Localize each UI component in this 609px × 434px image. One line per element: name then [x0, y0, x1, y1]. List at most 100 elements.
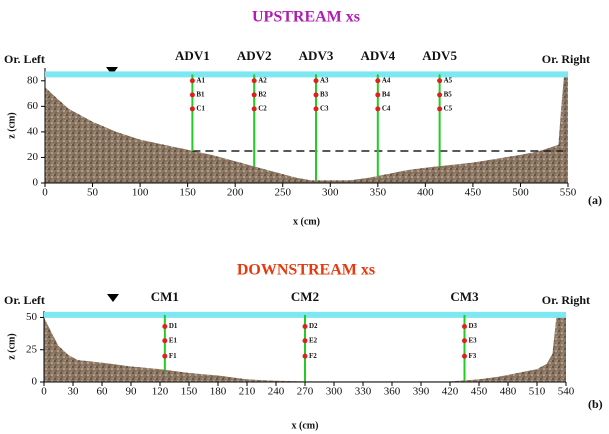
- point-label: C2: [258, 104, 267, 112]
- measure-point: [375, 92, 380, 97]
- point-label: F3: [469, 352, 477, 360]
- x-tick-label: 300: [322, 187, 339, 199]
- measure-point: [462, 354, 467, 359]
- point-label: A1: [196, 76, 205, 84]
- measure-point: [303, 338, 308, 343]
- profile-label: ADV1: [175, 48, 210, 63]
- measure-point: [375, 78, 380, 83]
- point-label: F2: [309, 352, 317, 360]
- x-tick-label: 390: [413, 386, 430, 398]
- y-tick-label: 20: [27, 151, 39, 163]
- x-tick-label: 480: [500, 386, 517, 398]
- profile-label: CM3: [450, 289, 479, 304]
- measure-point: [437, 92, 442, 97]
- x-tick-label: 240: [268, 386, 285, 398]
- measure-point: [190, 92, 195, 97]
- x-tick-label: 30: [68, 386, 80, 398]
- measure-point: [314, 106, 319, 111]
- measure-point: [314, 78, 319, 83]
- x-tick-label: 510: [529, 386, 546, 398]
- x-tick-label: 200: [227, 187, 244, 199]
- measure-point: [162, 354, 167, 359]
- point-label: B2: [258, 90, 267, 98]
- measure-point: [162, 338, 167, 343]
- profile-label: CM2: [291, 289, 319, 304]
- y-tick-label: 40: [27, 125, 39, 137]
- y-tick-label: 80: [27, 74, 39, 86]
- left-bank-label: Or. Left: [4, 52, 45, 66]
- point-label: E1: [169, 336, 178, 344]
- x-tick-label: 450: [465, 187, 482, 199]
- point-label: B3: [320, 90, 329, 98]
- y-axis-label: z (cm): [6, 333, 17, 359]
- x-tick-label: 550: [560, 187, 577, 199]
- x-tick-label: 60: [97, 386, 109, 398]
- measure-point: [162, 324, 167, 329]
- x-tick-label: 120: [152, 386, 169, 398]
- bed-texture: [45, 74, 568, 183]
- measure-point: [375, 106, 380, 111]
- x-tick-label: 50: [87, 187, 99, 199]
- y-tick-label: 25: [26, 343, 38, 355]
- point-label: B4: [382, 90, 391, 98]
- x-tick-label: 0: [41, 386, 47, 398]
- measure-point: [437, 78, 442, 83]
- point-label: B1: [196, 90, 205, 98]
- profile-label: CM1: [151, 289, 179, 304]
- panel-label: (b): [588, 397, 603, 411]
- x-tick-label: 300: [326, 386, 343, 398]
- point-label: F1: [169, 352, 177, 360]
- measure-point: [190, 78, 195, 83]
- profile-label: ADV4: [360, 48, 395, 63]
- x-tick-label: 330: [355, 386, 372, 398]
- water-marker: [107, 294, 119, 302]
- measure-point: [190, 106, 195, 111]
- measure-point: [437, 106, 442, 111]
- x-tick-label: 180: [210, 386, 227, 398]
- point-label: C4: [382, 104, 391, 112]
- x-tick-label: 90: [126, 386, 138, 398]
- profile-label: ADV5: [422, 48, 457, 63]
- profile-label: ADV2: [237, 48, 272, 63]
- point-label: E2: [309, 336, 318, 344]
- measure-point: [314, 92, 319, 97]
- right-bank-label: Or. Right: [542, 293, 590, 307]
- y-tick-label: 0: [33, 177, 39, 189]
- x-tick-label: 210: [239, 386, 256, 398]
- x-tick-label: 540: [558, 386, 575, 398]
- y-tick-label: 50: [26, 311, 38, 323]
- page: {"chart_data": [ {"type": "area", "title…: [0, 0, 609, 434]
- x-tick-label: 0: [42, 187, 48, 199]
- point-label: C1: [196, 104, 205, 112]
- right-bank-label: Or. Right: [542, 52, 590, 66]
- point-label: A5: [444, 76, 453, 84]
- panel-label: (a): [588, 193, 602, 207]
- x-tick-label: 450: [471, 386, 488, 398]
- point-label: A3: [320, 76, 329, 84]
- figure: UPSTREAM xs Or. Left Or. Right (a) x (cm) z (…: [0, 0, 609, 434]
- y-tick-label: 0: [32, 376, 38, 388]
- x-tick-label: 250: [274, 187, 291, 199]
- x-tick-label: 350: [370, 187, 387, 199]
- x-tick-label: 500: [512, 187, 529, 199]
- measure-point: [303, 354, 308, 359]
- measure-point: [252, 106, 257, 111]
- x-axis-label: x (cm): [293, 216, 320, 227]
- x-axis-label: x (cm): [292, 420, 319, 431]
- water-surface: [45, 71, 568, 77]
- x-tick-label: 100: [132, 187, 149, 199]
- point-label: D3: [469, 322, 478, 330]
- y-tick-label: 60: [27, 100, 39, 112]
- chart-title: DOWNSTREAM xs: [237, 262, 375, 279]
- point-label: D2: [309, 322, 318, 330]
- point-label: D1: [169, 322, 178, 330]
- point-label: A2: [258, 76, 267, 84]
- left-bank-label: Or. Left: [4, 293, 45, 307]
- chart-title: UPSTREAM xs: [252, 9, 360, 26]
- measure-point: [252, 78, 257, 83]
- profile-label: ADV3: [299, 48, 334, 63]
- point-label: C5: [444, 104, 453, 112]
- measure-point: [252, 92, 257, 97]
- x-tick-label: 400: [417, 187, 434, 199]
- point-label: A4: [382, 76, 391, 84]
